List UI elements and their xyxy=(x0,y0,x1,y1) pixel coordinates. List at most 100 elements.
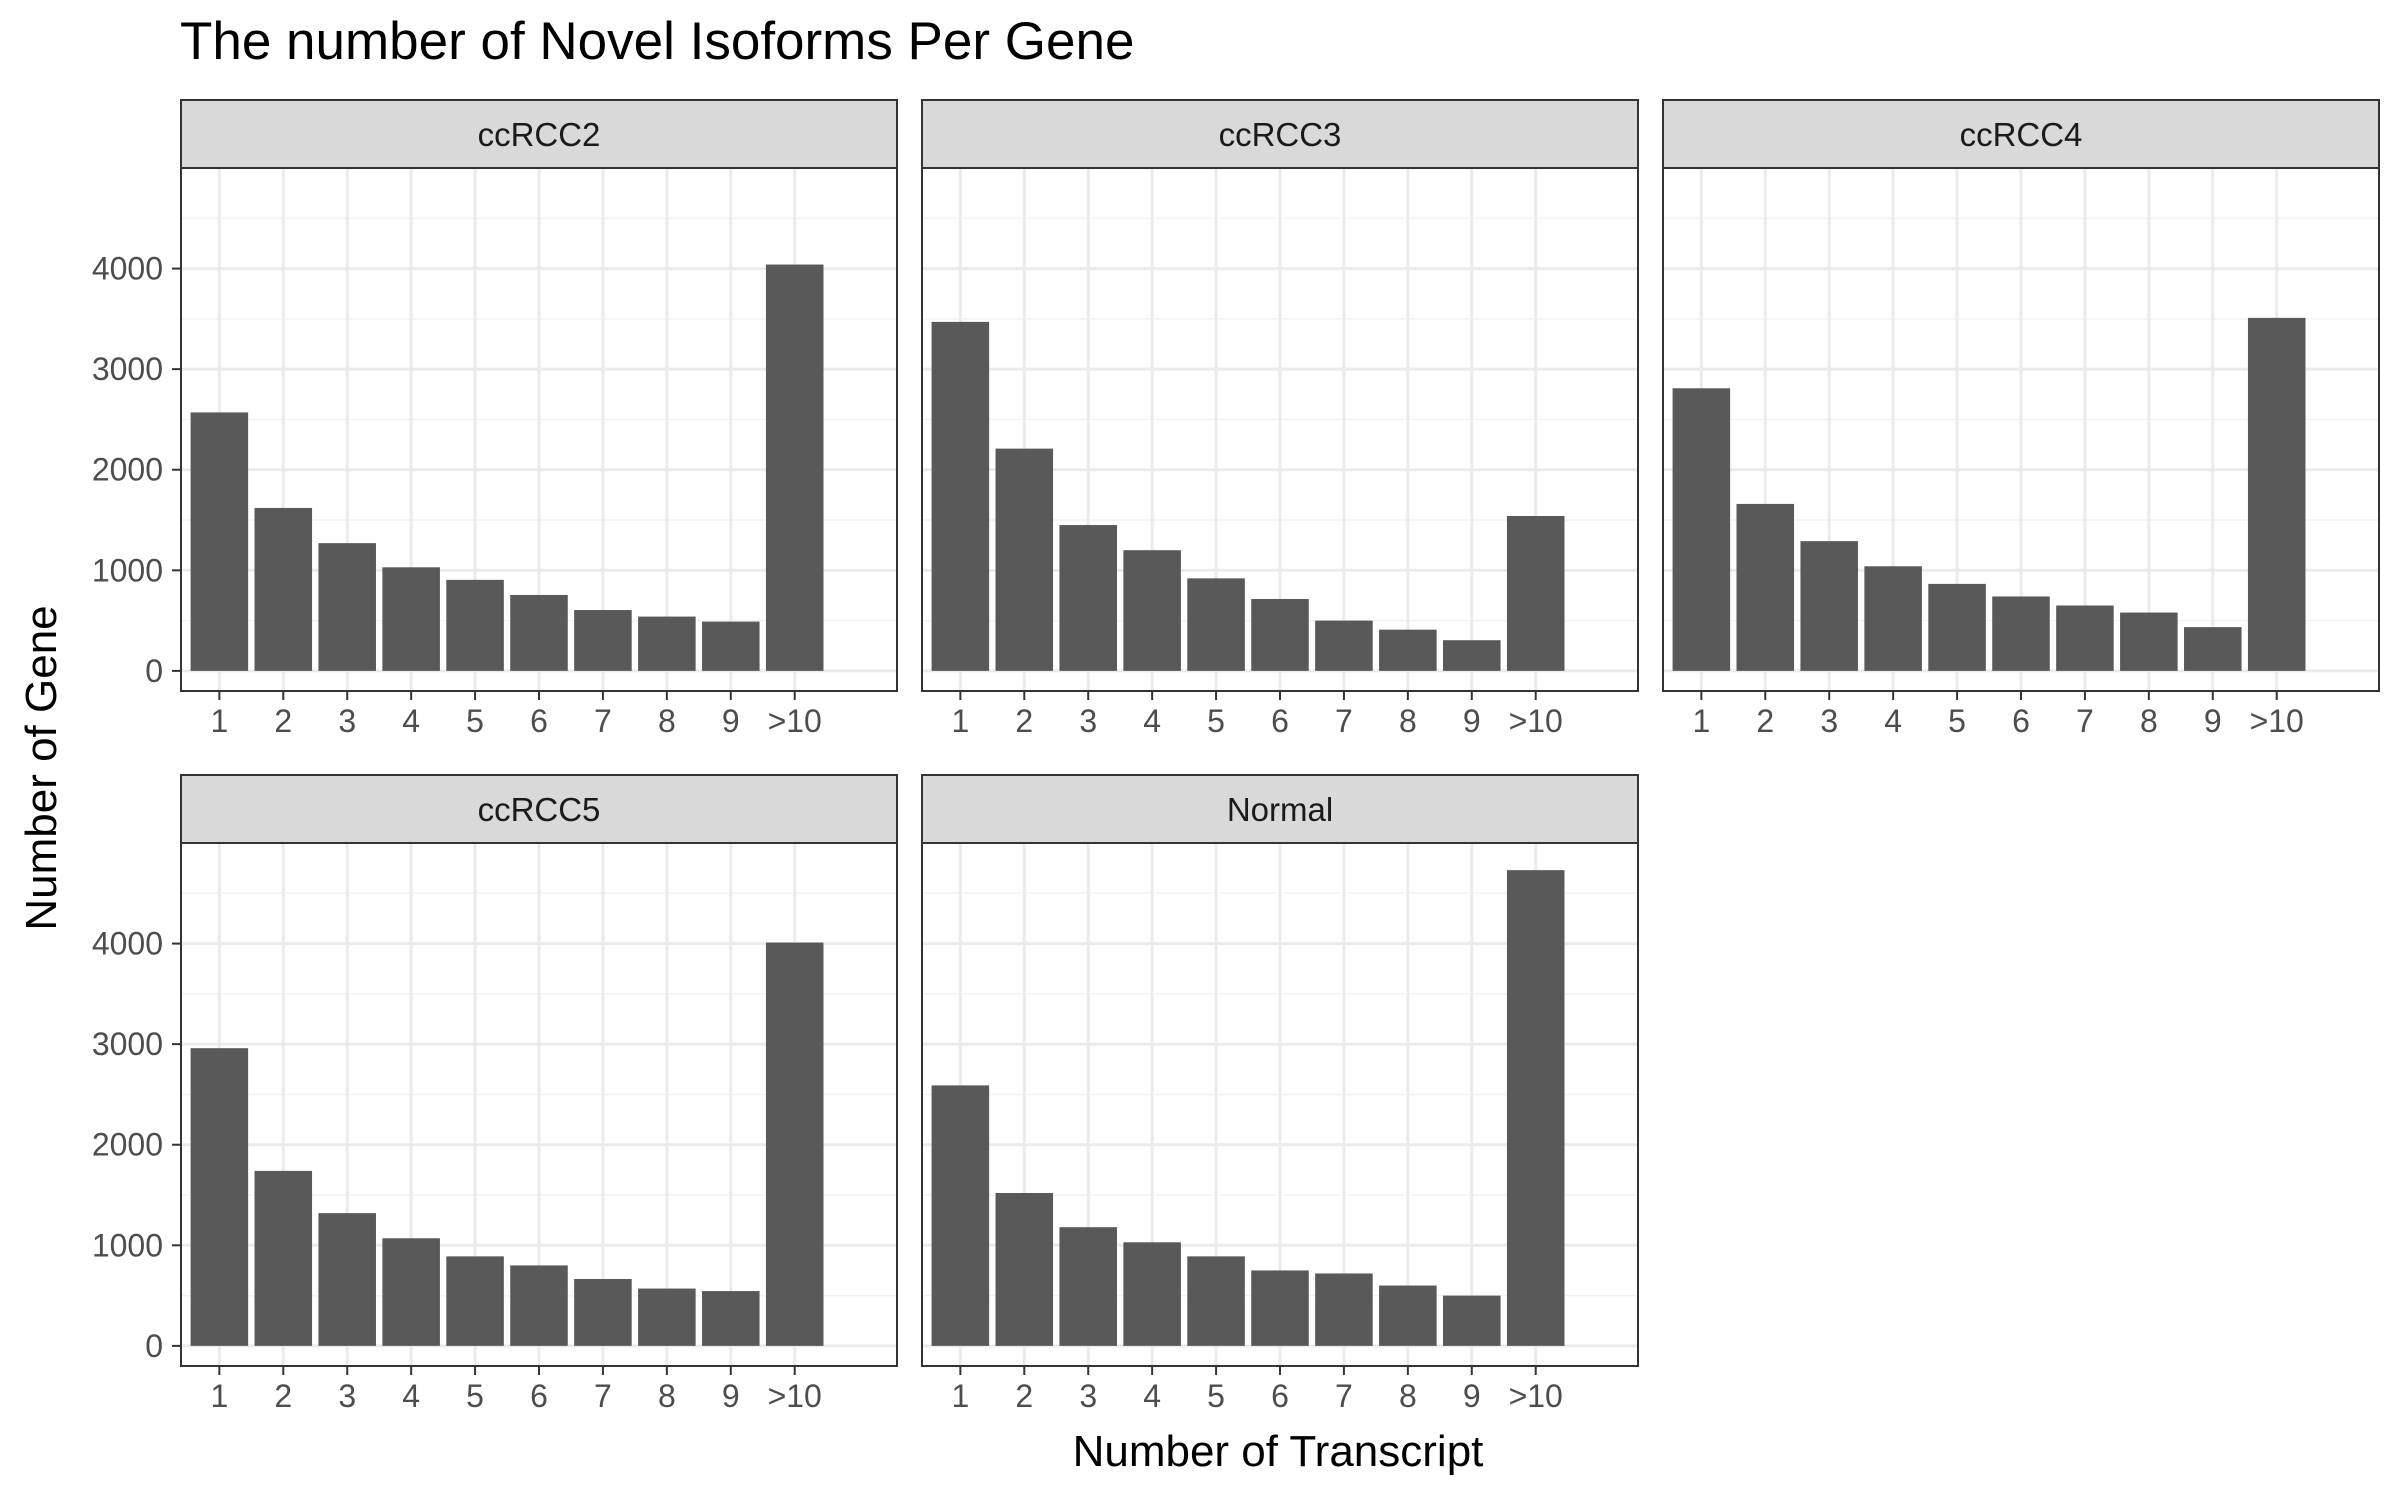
y-tick-label: 4000 xyxy=(92,251,163,287)
bar-ccrcc2-4 xyxy=(382,567,440,671)
bar-ccrcc3-4 xyxy=(1123,550,1181,671)
bar-ccrcc5-7 xyxy=(574,1279,632,1346)
bar-normal-6 xyxy=(1251,1270,1309,1346)
x-tick-label: 3 xyxy=(1820,703,1838,739)
bar-ccrcc3-2 xyxy=(995,448,1054,671)
bar-ccrcc5-5 xyxy=(446,1256,504,1346)
bar-ccrcc4-7 xyxy=(2056,605,2114,671)
bar-ccrcc4-3 xyxy=(1800,541,1858,671)
y-tick-label: 1000 xyxy=(92,1227,163,1263)
bar-normal-9 xyxy=(1443,1295,1501,1346)
x-tick-label: 2 xyxy=(1015,703,1033,739)
bar-normal-7 xyxy=(1315,1273,1373,1346)
bar-ccrcc2-5 xyxy=(446,579,504,671)
x-tick-label: 2 xyxy=(274,1378,292,1414)
facet-label-normal: Normal xyxy=(1227,791,1333,828)
x-axis-title: Number of Transcript xyxy=(1073,1427,1484,1476)
facet-label-ccrcc4: ccRCC4 xyxy=(1960,116,2083,153)
y-tick-label: 3000 xyxy=(92,1026,163,1062)
x-tick-label: 4 xyxy=(402,703,420,739)
bar-normal-1 xyxy=(931,1085,990,1346)
x-tick-label: >10 xyxy=(1509,703,1563,739)
x-tick-label: >10 xyxy=(768,703,822,739)
facet-label-ccrcc5: ccRCC5 xyxy=(478,791,601,828)
x-tick-label: >10 xyxy=(1509,1378,1563,1414)
bar-ccrcc5-1 xyxy=(190,1048,249,1346)
bar-ccrcc2-3 xyxy=(318,543,376,671)
x-tick-label: 4 xyxy=(1884,703,1902,739)
x-tick-label: 9 xyxy=(1463,1378,1481,1414)
bar-ccrcc3-1 xyxy=(931,321,990,671)
x-tick-label: 3 xyxy=(338,703,356,739)
x-tick-label: 5 xyxy=(1207,1378,1225,1414)
x-tick-label: 1 xyxy=(951,703,969,739)
bar-ccrcc5-gt10 xyxy=(765,942,824,1346)
bar-ccrcc2-1 xyxy=(190,412,249,671)
y-tick-label: 0 xyxy=(145,653,163,689)
bar-ccrcc5-2 xyxy=(254,1170,313,1346)
x-tick-label: 1 xyxy=(1692,703,1710,739)
panel-ccrcc4: ccRCC4 1 2 3 4 5 6 7 8 9 >10 xyxy=(1662,99,2380,739)
x-tick-label: 3 xyxy=(1079,1378,1097,1414)
y-tick-label: 2000 xyxy=(92,452,163,488)
x-tick-label: 8 xyxy=(2140,703,2158,739)
x-tick-label: 1 xyxy=(210,703,228,739)
bar-ccrcc5-9 xyxy=(702,1291,760,1346)
x-tick-label: 7 xyxy=(594,1378,612,1414)
y-tick-label: 3000 xyxy=(92,351,163,387)
x-tick-label: >10 xyxy=(768,1378,822,1414)
x-tick-label: 8 xyxy=(658,703,676,739)
x-tick-label: 5 xyxy=(466,703,484,739)
bar-ccrcc3-6 xyxy=(1251,598,1309,671)
x-tick-label: 7 xyxy=(2076,703,2094,739)
x-tick-label: 1 xyxy=(210,1378,228,1414)
x-tick-label: 5 xyxy=(1207,703,1225,739)
panel-normal: Normal 1 2 3 4 5 6 7 8 9 >10 xyxy=(921,774,1639,1414)
facet-strip xyxy=(921,99,1639,169)
facet-strip xyxy=(1662,99,2380,169)
x-tick-label: 3 xyxy=(338,1378,356,1414)
y-tick-label: 2000 xyxy=(92,1127,163,1163)
facet-strip xyxy=(921,774,1639,844)
bar-ccrcc3-gt10 xyxy=(1506,515,1565,671)
bar-ccrcc4-1 xyxy=(1672,388,1731,671)
bar-normal-4 xyxy=(1123,1242,1181,1346)
bar-ccrcc5-8 xyxy=(638,1288,696,1346)
x-tick-label: 8 xyxy=(1399,1378,1417,1414)
x-tick-label: 5 xyxy=(466,1378,484,1414)
x-tick-label: 5 xyxy=(1948,703,1966,739)
x-tick-label: 8 xyxy=(1399,703,1417,739)
x-tick-label: 9 xyxy=(722,703,740,739)
x-tick-label: 7 xyxy=(1335,1378,1353,1414)
bar-ccrcc3-8 xyxy=(1379,629,1437,671)
bar-normal-gt10 xyxy=(1506,870,1565,1346)
bar-ccrcc5-3 xyxy=(318,1213,376,1346)
x-tick-label: 9 xyxy=(1463,703,1481,739)
bar-ccrcc3-9 xyxy=(1443,640,1501,671)
bar-ccrcc2-gt10 xyxy=(765,264,824,671)
x-tick-label: 1 xyxy=(951,1378,969,1414)
bar-ccrcc2-2 xyxy=(254,507,313,671)
chart-title: The number of Novel Isoforms Per Gene xyxy=(180,12,1134,71)
bar-ccrcc4-2 xyxy=(1736,503,1795,671)
bar-ccrcc3-5 xyxy=(1187,578,1245,671)
x-tick-label: 8 xyxy=(658,1378,676,1414)
bar-ccrcc2-7 xyxy=(574,610,632,671)
bar-ccrcc5-4 xyxy=(382,1238,440,1346)
facet-strip xyxy=(180,774,898,844)
x-tick-label: 2 xyxy=(1015,1378,1033,1414)
bar-normal-2 xyxy=(995,1193,1054,1346)
x-tick-label: 7 xyxy=(594,703,612,739)
facet-label-ccrcc2: ccRCC2 xyxy=(478,116,601,153)
x-tick-label: 2 xyxy=(1756,703,1774,739)
x-tick-label: 3 xyxy=(1079,703,1097,739)
bar-ccrcc4-5 xyxy=(1928,583,1986,671)
y-tick-label: 0 xyxy=(145,1328,163,1364)
facet-strip xyxy=(180,99,898,169)
x-tick-label: 2 xyxy=(274,703,292,739)
bar-ccrcc4-9 xyxy=(2184,627,2242,671)
bar-ccrcc4-6 xyxy=(1992,596,2050,671)
x-tick-label: 4 xyxy=(1143,1378,1161,1414)
